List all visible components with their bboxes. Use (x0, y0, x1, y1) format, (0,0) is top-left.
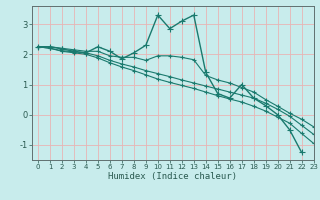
X-axis label: Humidex (Indice chaleur): Humidex (Indice chaleur) (108, 172, 237, 181)
